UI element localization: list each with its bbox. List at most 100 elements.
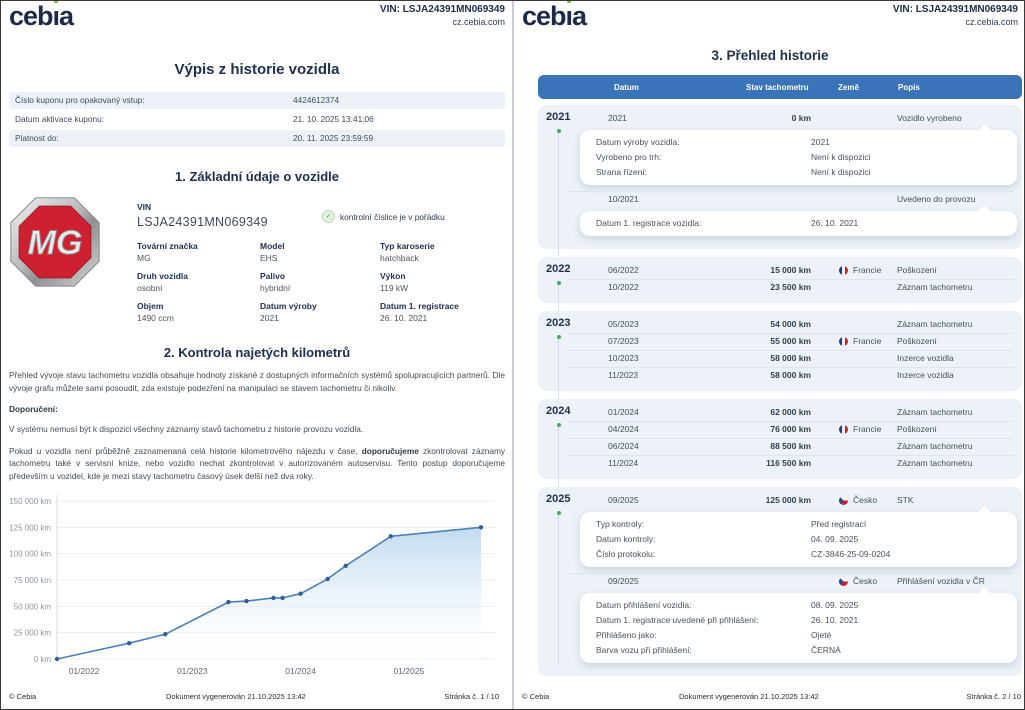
vin-check-text: kontrolní číslice je v pořádku [340, 211, 445, 222]
chart-data-point [325, 576, 330, 582]
chart-data-point [280, 595, 285, 601]
chart-area-fill [57, 527, 481, 660]
event-description: Poškození [897, 336, 937, 346]
footer-generated: Dokument vygenerován 21.10.2025 13:42 [679, 692, 819, 701]
chart-data-point [163, 632, 168, 637]
coupon-row-label: Platnost do: [15, 133, 59, 143]
czech-flag-icon [839, 496, 848, 505]
prop-label: Typ karoserie [380, 241, 435, 251]
header-vin: VIN: LSJA24391MN069349 [892, 4, 1018, 15]
prop-label: Datum výroby [260, 301, 317, 311]
logo-i-green-dot: ı [52, 1, 60, 31]
footer-copyright: © Cebia [9, 692, 37, 701]
svg-text:MG: MG [28, 224, 83, 262]
event-description: Záznam tachometru [897, 458, 973, 468]
history-event-row: 07/2023 55 000 km Francie Poškození [538, 333, 1022, 350]
detail-row: Datum výroby vozidla: 2021 [580, 135, 1017, 150]
page1-footer: © Cebia Dokument vygenerován 21.10.2025 … [1, 692, 513, 706]
event-country-name: Česko [853, 495, 878, 505]
detail-label: Datum 1. registrace vozidla: [596, 218, 702, 228]
event-description: Záznam tachometru [897, 282, 973, 292]
mileage-intro-paragraph: Přehled vývoje stavu tachometru vozidla … [9, 370, 505, 393]
page-divider [512, 1, 514, 709]
event-date: 01/2024 [608, 407, 639, 417]
detail-label: Datum výroby vozidla: [596, 137, 680, 147]
timeline-dot-icon [557, 511, 561, 515]
y-axis-tick-label: 150 000 km [9, 497, 51, 506]
column-stav-tachometru: Stav tachometru [746, 83, 809, 92]
column-zeme: Země [838, 83, 859, 92]
history-detail-card: Datum 1. registrace vozidla: 26. 10. 2021 [580, 211, 1017, 236]
mileage-advice-paragraph: Pokud u vozidla není průběžně zaznamenan… [9, 445, 506, 482]
footer-generated: Dokument vygenerován 21.10.2025 13:42 [166, 692, 306, 701]
year-label: 2025 [546, 493, 571, 505]
chart-data-point [54, 656, 60, 662]
coupon-table: Číslo kuponu pro opakovaný vstup: 4424612… [9, 92, 505, 147]
prop-value: 26. 10. 2021 [380, 313, 428, 323]
history-year-group: 2021 2021 0 km Vozidlo vyrobeno Datum výroby… [538, 105, 1022, 263]
history-event-row: 06/2024 88 500 km Záznam tachometru [538, 438, 1022, 455]
event-description: Vozidlo vyrobeno [897, 113, 962, 123]
event-description: Přihlášení vozidla v ČR [897, 576, 985, 586]
history-event-row: 01/2024 62 000 km Záznam tachometru [538, 404, 1022, 421]
history-year-group: 2024 01/2024 62 000 km Záznam tachometru 04/… [538, 399, 1022, 493]
event-odometer: 125 000 km [765, 495, 811, 505]
detail-row: Datum 1. registrace vozidla: 26. 10. 2021 [580, 216, 1017, 231]
y-axis-tick-label: 50 000 km [14, 602, 52, 611]
timeline-dot-icon [557, 129, 561, 133]
event-description: Poškození [897, 265, 937, 275]
detail-value: CZ-3846-25-09-0204 [811, 549, 891, 559]
history-year-group: 2025 09/2025 125 000 km Česko STK Typ kontrol… [538, 487, 1022, 676]
report-page-2: cebıa VIN: LSJA24391MN069349 cz.cebia.co… [514, 1, 1024, 709]
header-site-link[interactable]: cz.cebia.com [965, 17, 1018, 27]
column-datum: Datum [614, 83, 639, 92]
coupon-row: Platnost do: 20. 11. 2025 23:59:59 [9, 130, 505, 147]
event-description: Inzerce vozidla [897, 353, 954, 363]
page1-header: cebıa VIN: LSJA24391MN069349 cz.cebia.co… [1, 1, 513, 35]
detail-value: ČERNÁ [811, 645, 841, 655]
y-axis-tick-label: 125 000 km [9, 523, 51, 532]
page2-header: cebıa VIN: LSJA24391MN069349 cz.cebia.co… [514, 1, 1024, 35]
x-axis-tick-label: 01/2022 [69, 666, 100, 676]
history-timeline: 2021 2021 0 km Vozidlo vyrobeno Datum výroby… [514, 105, 1024, 676]
year-label: 2023 [546, 317, 571, 329]
vehicle-details: VIN LSJA24391MN069349 ✓ kontrolní číslic… [137, 196, 505, 323]
detail-label: Vyrobeno pro trh: [596, 152, 662, 162]
event-odometer: 76 000 km [770, 424, 811, 434]
vehicle-prop: Tovární značka MG [137, 241, 260, 263]
year-label: 2024 [546, 405, 571, 417]
chart-data-point [126, 641, 132, 646]
detail-label: Datum 1. registrace uvedené při přihláše… [596, 615, 759, 625]
event-date: 04/2024 [608, 424, 639, 434]
vehicle-prop: Druh vozidla osobní [137, 271, 260, 293]
footer-page-number: Stránka č. 2 / 10 [966, 692, 1021, 701]
event-country-name: Francie [853, 424, 882, 434]
prop-label: Model [260, 241, 285, 251]
event-country-name: Francie [853, 336, 882, 346]
history-year-group: 2023 05/2023 54 000 km Záznam tachometru 07/… [538, 311, 1022, 405]
prop-value: 119 kW [380, 283, 409, 293]
event-date: 10/2021 [608, 194, 639, 204]
year-label: 2021 [546, 111, 571, 123]
y-axis-tick-label: 25 000 km [14, 629, 52, 638]
chart-data-point [271, 595, 276, 601]
history-detail-card: Typ kontroly: Před registrací Datum kontro… [580, 512, 1017, 567]
header-site-link[interactable]: cz.cebia.com [452, 17, 505, 27]
detail-value: 2021 [811, 137, 830, 147]
vehicle-prop: Objem 1490 ccm [137, 301, 260, 323]
cebia-logo: cebıa [9, 1, 74, 31]
prop-value: 2021 [260, 313, 279, 323]
history-year-group: 2022 06/2022 15 000 km Francie Poškození 10/2… [538, 257, 1022, 317]
event-date: 11/2023 [608, 370, 639, 380]
prop-value: osobní [137, 283, 163, 293]
history-event-row: 10/2021 Uvedeno do provozu [538, 191, 1022, 208]
detail-value: 26. 10. 2021 [811, 218, 859, 228]
vehicle-prop: Model EHS [260, 241, 380, 263]
event-description: Uvedeno do provozu [897, 194, 976, 204]
prop-label: Palivo [260, 271, 286, 281]
detail-value: Není k dispozici [811, 167, 871, 177]
section1-title: 1. Základní údaje o vozidle [175, 169, 339, 184]
event-country-name: Francie [853, 265, 882, 275]
coupon-row-label: Číslo kuponu pro opakovaný vstup: [15, 95, 145, 105]
detail-row: Datum přihlášení vozidla: 08. 09. 2025 [580, 598, 1017, 613]
